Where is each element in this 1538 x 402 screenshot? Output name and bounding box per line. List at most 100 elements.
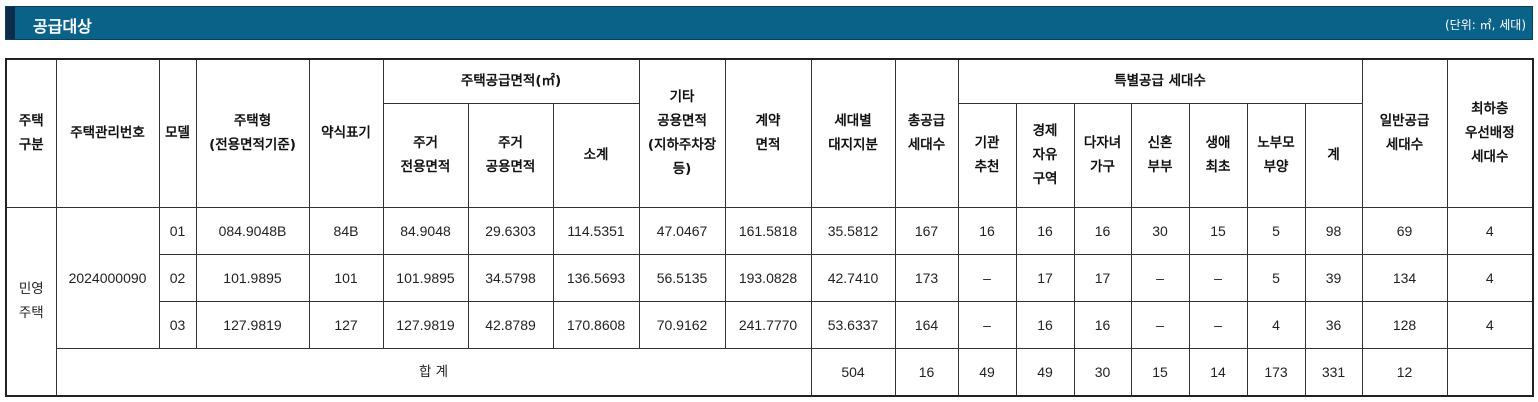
total-newly: 30 bbox=[1073, 347, 1132, 397]
col-land-share: 세대별 대지지분 bbox=[810, 58, 896, 208]
cell-total: 173 bbox=[894, 253, 959, 302]
col-res-common: 주거 공용면적 bbox=[467, 102, 554, 208]
cell-elder: 4 bbox=[1246, 300, 1306, 349]
col-other-area: 기타 공용면적 (지하주차장 등) bbox=[638, 58, 726, 208]
unit-note: (단위: ㎡, 세대) bbox=[1444, 18, 1526, 32]
col-sp-sum: 계 bbox=[1304, 102, 1363, 208]
cell-short: 84B bbox=[308, 206, 384, 255]
section-title-bar: 공급대상 (단위: ㎡, 세대) bbox=[5, 6, 1533, 40]
cell-newly: 30 bbox=[1130, 206, 1190, 255]
cell-res-excl: 84.9048 bbox=[382, 206, 469, 255]
col-general-supply: 일반공급 세대수 bbox=[1361, 58, 1448, 208]
housing-kind: 민영 주택 bbox=[5, 206, 57, 397]
cell-model: 02 bbox=[158, 253, 197, 302]
cell-res-common: 42.8789 bbox=[467, 300, 554, 349]
cell-elder: 5 bbox=[1246, 206, 1306, 255]
total-inst: 16 bbox=[894, 347, 959, 397]
cell-house-type: 084.9048B bbox=[195, 206, 310, 255]
cell-general: 69 bbox=[1361, 206, 1448, 255]
cell-land: 42.7410 bbox=[810, 253, 896, 302]
col-contract-area: 계약 면적 bbox=[724, 58, 812, 208]
totals-row: 합 계 504 16 49 49 30 15 14 173 331 12 bbox=[6, 347, 1533, 397]
col-total-supply: 총공급 세대수 bbox=[894, 58, 959, 208]
cell-subtotal: 170.8608 bbox=[552, 300, 640, 349]
col-group-special: 특별공급 세대수 bbox=[957, 58, 1363, 104]
cell-house-type: 127.9819 bbox=[195, 300, 310, 349]
cell-total: 167 bbox=[894, 206, 959, 255]
col-sp-institution: 기관 추천 bbox=[957, 102, 1017, 208]
cell-lowest: 4 bbox=[1446, 206, 1534, 255]
cell-free: 16 bbox=[1015, 300, 1075, 349]
total-sp-sum: 173 bbox=[1246, 347, 1306, 397]
total-general: 331 bbox=[1304, 347, 1363, 397]
col-sp-newlywed: 신혼 부부 bbox=[1130, 102, 1190, 208]
total-elder: 14 bbox=[1188, 347, 1248, 397]
supply-table: 주택 구분 주택관리번호 모델 주택형 (전용면적기준) 약식표기 주택공급면적(㎡… bbox=[5, 58, 1535, 397]
cell-subtotal: 136.5693 bbox=[552, 253, 640, 302]
cell-sp-sum: 36 bbox=[1304, 300, 1363, 349]
total-first: 15 bbox=[1130, 347, 1190, 397]
cell-res-excl: 101.9895 bbox=[382, 253, 469, 302]
cell-multi: 17 bbox=[1073, 253, 1132, 302]
col-res-excl: 주거 전용면적 bbox=[382, 102, 469, 208]
cell-first: 15 bbox=[1188, 206, 1248, 255]
mgmt-number: 2024000090 bbox=[55, 206, 160, 349]
cell-contract: 241.7770 bbox=[724, 300, 812, 349]
col-sp-elderly: 노부모 부양 bbox=[1246, 102, 1306, 208]
cell-res-common: 29.6303 bbox=[467, 206, 554, 255]
cell-sp-sum: 39 bbox=[1304, 253, 1363, 302]
cell-house-type: 101.9895 bbox=[195, 253, 310, 302]
cell-elder: 5 bbox=[1246, 253, 1306, 302]
col-model: 모델 bbox=[158, 58, 197, 208]
cell-land: 35.5812 bbox=[810, 206, 896, 255]
total-free: 49 bbox=[957, 347, 1017, 397]
cell-free: 16 bbox=[1015, 206, 1075, 255]
col-sp-free-zone: 경제 자유 구역 bbox=[1015, 102, 1075, 208]
col-sp-multichild: 다자녀 가구 bbox=[1073, 102, 1132, 208]
title-accent-bar bbox=[6, 7, 15, 39]
table-row: 민영 주택 2024000090 01 084.9048B 84B 84.9048… bbox=[5, 206, 1534, 397]
totals-label: 합 계 bbox=[55, 347, 812, 397]
col-subtotal: 소계 bbox=[552, 102, 640, 208]
cell-inst: 16 bbox=[957, 206, 1017, 255]
col-short: 약식표기 bbox=[308, 58, 384, 208]
cell-newly: – bbox=[1130, 253, 1190, 302]
cell-multi: 16 bbox=[1073, 300, 1132, 349]
cell-model: 01 bbox=[158, 206, 197, 255]
cell-contract: 193.0828 bbox=[724, 253, 812, 302]
col-house-type: 주택형 (전용면적기준) bbox=[195, 58, 310, 208]
cell-multi: 16 bbox=[1073, 206, 1132, 255]
cell-subtotal: 114.5351 bbox=[552, 206, 640, 255]
cell-contract: 161.5818 bbox=[724, 206, 812, 255]
col-type: 주택 구분 bbox=[5, 58, 57, 208]
cell-inst: – bbox=[957, 300, 1017, 349]
table-row: 03 127.9819 127 127.9819 42.8789 170.860… bbox=[6, 300, 1534, 349]
cell-newly: – bbox=[1130, 300, 1190, 349]
cell-res-excl: 127.9819 bbox=[382, 300, 469, 349]
cell-first: – bbox=[1188, 253, 1248, 302]
cell-other: 56.5135 bbox=[638, 253, 726, 302]
col-sp-first-home: 생애 최초 bbox=[1188, 102, 1248, 208]
col-group-area: 주택공급면적(㎡) bbox=[382, 58, 640, 104]
cell-general: 134 bbox=[1361, 253, 1448, 302]
total-lowest: 12 bbox=[1361, 347, 1448, 397]
cell-land: 53.6337 bbox=[810, 300, 896, 349]
cell-sp-sum: 98 bbox=[1304, 206, 1363, 255]
cell-short: 127 bbox=[308, 300, 384, 349]
total-multi: 49 bbox=[1015, 347, 1075, 397]
cell-model: 03 bbox=[158, 300, 197, 349]
cell-res-common: 34.5798 bbox=[467, 253, 554, 302]
cell-first: – bbox=[1188, 300, 1248, 349]
cell-total: 164 bbox=[894, 300, 959, 349]
cell-general: 128 bbox=[1361, 300, 1448, 349]
cell-free: 17 bbox=[1015, 253, 1075, 302]
col-mgmt-no: 주택관리번호 bbox=[55, 58, 160, 208]
cell-other: 70.9162 bbox=[638, 300, 726, 349]
cell-lowest: 4 bbox=[1446, 300, 1534, 349]
col-lowest-floor: 최하층 우선배정 세대수 bbox=[1446, 58, 1534, 208]
total-supply: 504 bbox=[810, 347, 896, 397]
cell-inst: – bbox=[957, 253, 1017, 302]
table-row: 02 101.9895 101 101.9895 34.5798 136.569… bbox=[6, 253, 1534, 302]
section-title: 공급대상 bbox=[33, 17, 92, 36]
cell-lowest: 4 bbox=[1446, 253, 1534, 302]
